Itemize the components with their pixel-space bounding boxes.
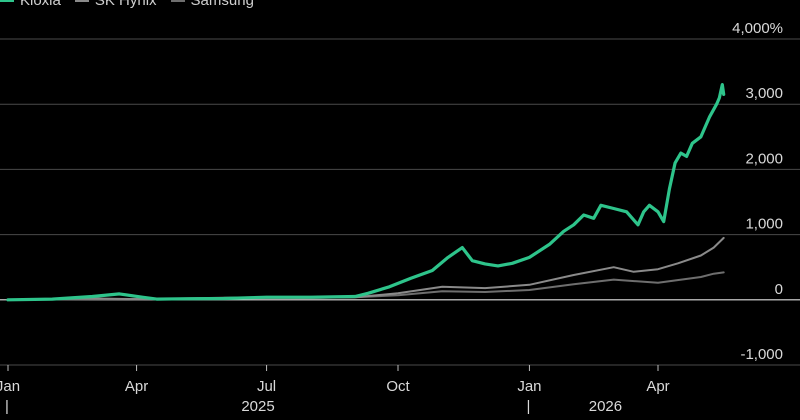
y-tick-label: -1,000	[740, 346, 783, 363]
legend-item-sk-hynix: SK Hynix	[74, 0, 157, 9]
series-line-kioxia	[6, 83, 726, 302]
x-tick-label: Jul	[257, 378, 276, 395]
legend-label-samsung: Samsung	[190, 0, 254, 9]
series-line-sk-hynix	[7, 236, 725, 301]
y-tick-label: 2,000	[745, 150, 783, 167]
y-tick-label: 1,000	[745, 216, 783, 233]
x-tick-label: Apr	[646, 378, 669, 395]
legend-label-sk-hynix: SK Hynix	[94, 0, 157, 9]
legend-label-kioxia: Kioxia	[20, 0, 61, 9]
x-tick-label: Oct	[386, 378, 410, 395]
year-marker: |	[526, 398, 530, 415]
y-tick-label: 4,000%	[732, 20, 783, 37]
x-tick-label: Jan	[517, 378, 541, 395]
y-tick-label: 3,000	[745, 85, 783, 102]
x-tick-label: Apr	[125, 378, 148, 395]
legend-swatch-kioxia	[0, 0, 14, 2]
legend-item-samsung: Samsung	[170, 0, 254, 9]
legend: Kioxia SK Hynix Samsung	[0, 0, 254, 9]
year-label: 2025	[241, 398, 274, 415]
legend-swatch-sk-hynix	[74, 0, 89, 2]
year-marker: |	[5, 398, 9, 415]
year-label: 2026	[589, 398, 622, 415]
legend-item-kioxia: Kioxia	[0, 0, 61, 9]
legend-swatch-samsung	[170, 0, 185, 2]
y-tick-label: 0	[775, 281, 783, 298]
x-tick-label: Jan	[0, 378, 20, 395]
